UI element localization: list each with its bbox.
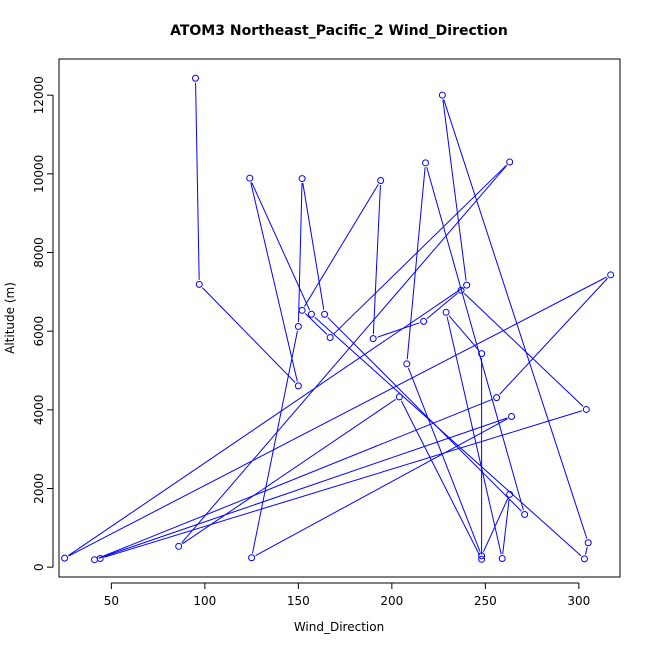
data-point: [96, 555, 104, 563]
series-line-segment: [327, 317, 522, 512]
data-point: [498, 555, 506, 563]
data-point: [61, 554, 69, 562]
series-line-segment: [182, 398, 396, 545]
data-point: [294, 382, 302, 390]
series-line-segment: [406, 167, 426, 360]
data-point: [506, 158, 514, 166]
chart-title: ATOM3 Northeast_Pacific_2 Wind_Direction: [170, 23, 508, 39]
data-point: [463, 281, 471, 289]
series-line-segment: [68, 287, 464, 557]
series-line-segment: [426, 167, 524, 511]
series-line-segment: [443, 99, 588, 539]
x-axis-label: Wind_Direction: [294, 620, 384, 634]
series-line-segment: [304, 313, 328, 335]
series-line-segment: [483, 498, 509, 552]
data-point: [506, 490, 514, 498]
series-line-segment: [250, 182, 298, 382]
data-point: [377, 177, 385, 185]
data-point: [607, 271, 615, 279]
data-point: [438, 91, 446, 99]
y-tick-label: 4000: [32, 395, 46, 426]
x-tick-label: 200: [380, 594, 403, 608]
data-point: [422, 159, 430, 167]
data-point: [508, 413, 516, 421]
x-tick-label: 100: [193, 594, 216, 608]
series-line-segment: [302, 182, 325, 310]
y-axis-label: Altitude (m): [3, 282, 17, 354]
series-line-segment: [255, 418, 508, 557]
data-point: [493, 394, 501, 402]
series-line-segment: [372, 185, 381, 335]
data-point: [298, 175, 306, 183]
x-tick-label: 250: [474, 594, 497, 608]
data-point: [442, 308, 450, 316]
data-point: [192, 74, 200, 82]
data-point: [420, 317, 428, 325]
series-line-segment: [502, 498, 510, 555]
y-tick-label: 2000: [32, 473, 46, 504]
x-tick-label: 150: [287, 594, 310, 608]
series-line-segment: [584, 547, 588, 555]
y-tick-label: 6000: [32, 316, 46, 347]
series-line-segment: [98, 398, 493, 559]
series-line-segment: [181, 165, 508, 544]
data-point: [457, 286, 465, 294]
series-line-segment: [400, 400, 481, 556]
series-line-segment: [446, 316, 502, 555]
series-line-segment: [98, 417, 508, 559]
data-point: [307, 310, 315, 318]
series-line-segment: [377, 322, 420, 338]
x-tick-label: 300: [567, 594, 590, 608]
data-point: [521, 510, 529, 518]
series-line-segment: [314, 316, 582, 557]
data-point: [584, 539, 592, 547]
series-line-segment: [442, 99, 467, 281]
data-point: [580, 555, 588, 563]
y-axis: 0 2000 4000 6000 8000 10000 12000: [32, 76, 54, 571]
y-tick-label: 12000: [32, 76, 46, 114]
series-line-segment: [426, 292, 458, 319]
series-line-segment: [333, 164, 507, 335]
data-point: [195, 280, 203, 288]
data-point: [478, 555, 486, 563]
plot-frame: [58, 58, 621, 578]
series-line-segment: [68, 276, 607, 557]
series-line-segment: [251, 182, 311, 311]
data-point: [403, 360, 411, 368]
y-tick-label: 10000: [32, 155, 46, 193]
data-point: [246, 174, 254, 182]
series-line-segment: [252, 330, 298, 554]
series-line-segment: [304, 184, 379, 307]
series-layer: [61, 74, 615, 564]
x-axis: 50 100 150 200 250 300: [104, 582, 590, 608]
data-point: [294, 322, 302, 330]
series-line-segment: [448, 315, 480, 351]
data-point: [175, 542, 183, 550]
y-tick-label: 8000: [32, 237, 46, 268]
data-point: [582, 405, 590, 413]
series-line-segment: [499, 277, 608, 395]
data-point: [478, 552, 486, 560]
data-point: [478, 350, 486, 358]
data-point: [321, 310, 329, 318]
series-line-segment: [407, 367, 481, 552]
series-line-segment: [202, 287, 296, 383]
x-tick-label: 50: [104, 594, 119, 608]
y-tick-label: 0: [32, 563, 46, 571]
data-point: [298, 306, 306, 314]
data-point: [395, 393, 403, 401]
series-line-segment: [463, 293, 584, 407]
series-line-segment: [104, 410, 583, 558]
series-line-segment: [195, 82, 200, 280]
data-point: [248, 554, 256, 562]
data-point: [369, 335, 377, 343]
series-line-segment: [297, 183, 303, 322]
data-point: [326, 333, 334, 341]
